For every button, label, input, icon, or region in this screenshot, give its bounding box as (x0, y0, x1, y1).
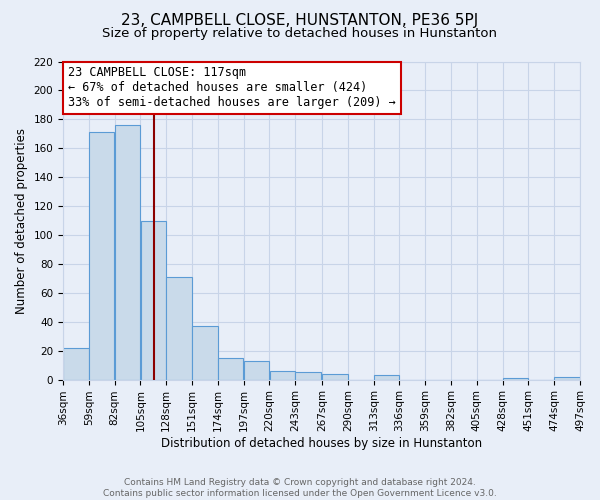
Bar (322, 374, 347, 380)
Bar (192, 326, 218, 380)
Bar (63, 348, 89, 380)
X-axis label: Distribution of detached houses by size in Hunstanton: Distribution of detached houses by size … (161, 437, 482, 450)
Bar (503, 378, 528, 380)
Text: Contains HM Land Registry data © Crown copyright and database right 2024.
Contai: Contains HM Land Registry data © Crown c… (103, 478, 497, 498)
Bar (166, 277, 192, 380)
Bar (140, 220, 166, 380)
Y-axis label: Number of detached properties: Number of detached properties (15, 128, 28, 314)
Bar (269, 371, 295, 380)
Bar (374, 376, 399, 380)
Text: 23 CAMPBELL CLOSE: 117sqm
← 67% of detached houses are smaller (424)
33% of semi: 23 CAMPBELL CLOSE: 117sqm ← 67% of detac… (68, 66, 396, 110)
Bar (115, 125, 140, 380)
Bar (244, 361, 269, 380)
Bar (89, 132, 115, 380)
Text: Size of property relative to detached houses in Hunstanton: Size of property relative to detached ho… (103, 28, 497, 40)
Bar (218, 358, 244, 380)
Bar (554, 376, 580, 380)
Text: 23, CAMPBELL CLOSE, HUNSTANTON, PE36 5PJ: 23, CAMPBELL CLOSE, HUNSTANTON, PE36 5PJ (121, 12, 479, 28)
Bar (295, 372, 321, 380)
